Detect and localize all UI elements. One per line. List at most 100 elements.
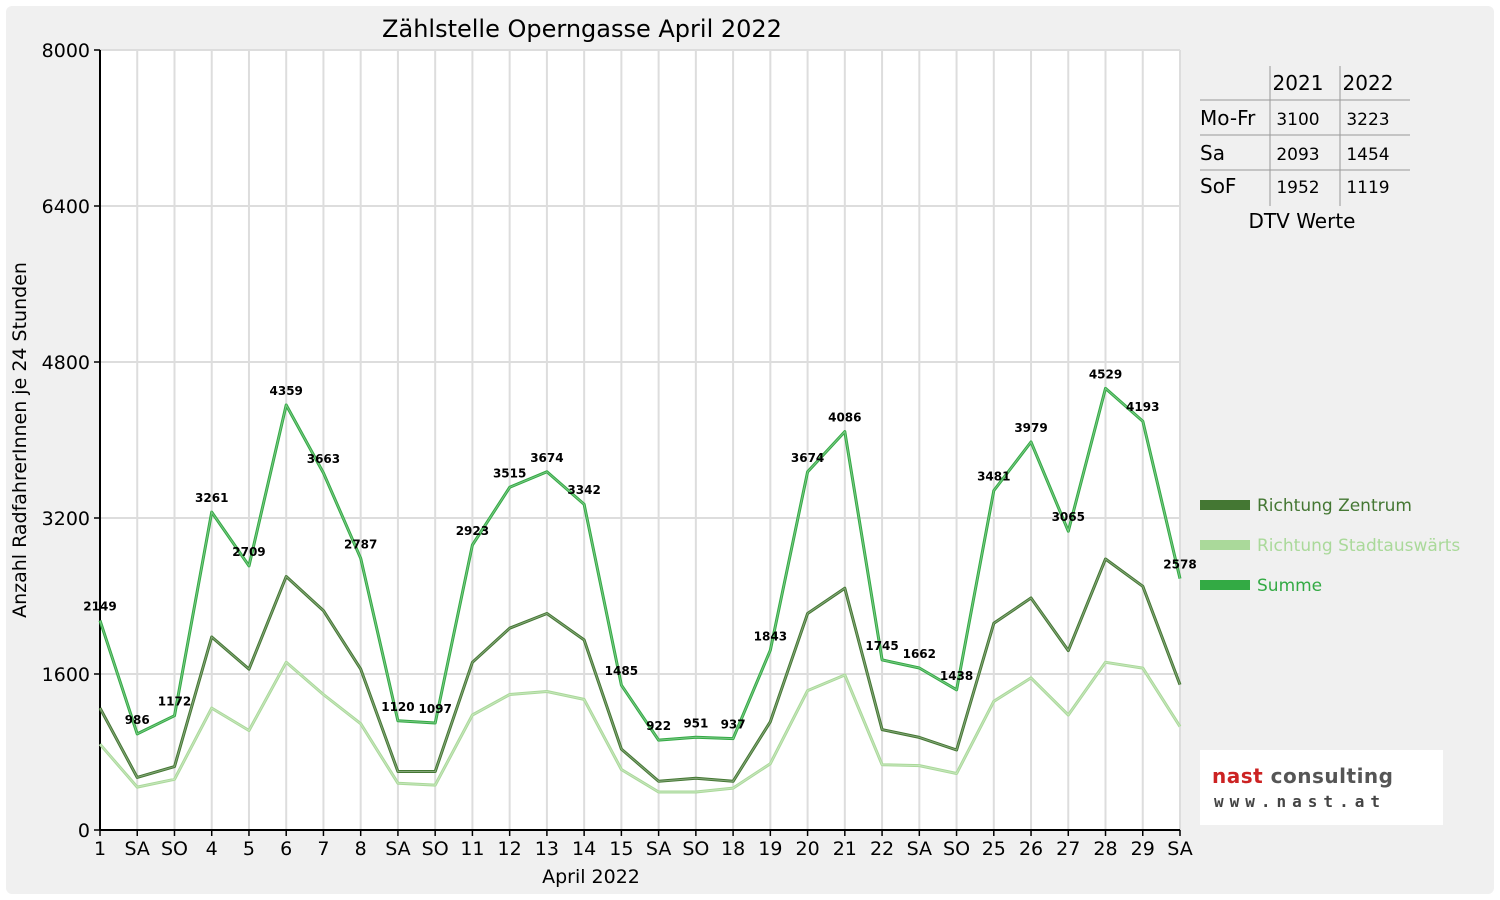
- logo-name-part2: consulting: [1270, 764, 1394, 788]
- legend-label-stadtauswaerts: Richtung Stadtauswärts: [1257, 536, 1460, 556]
- x-tick-label: 28: [1093, 838, 1117, 860]
- dtv-cell: 2093: [1276, 145, 1319, 165]
- data-label-summe: 1745: [865, 639, 898, 653]
- data-label-summe: 4359: [270, 384, 303, 398]
- x-tick-label: SO: [161, 838, 188, 860]
- series-line-zentrum: [98, 557, 1182, 783]
- x-tick-label: 20: [795, 838, 819, 860]
- dtv-header-2022: 2022: [1343, 71, 1394, 95]
- legend-label-zentrum: Richtung Zentrum: [1257, 496, 1412, 516]
- y-tick-labels: 0 1600 3200 4800 6400 8000: [42, 40, 100, 842]
- chart-title: Zählstelle Operngasse April 2022: [382, 15, 782, 43]
- y-tick-label: 4800: [42, 352, 90, 374]
- dtv-header-2021: 2021: [1273, 71, 1324, 95]
- data-label-summe: 1172: [158, 695, 191, 709]
- data-label-summe: 3065: [1052, 510, 1085, 524]
- x-tick-label: SA: [385, 838, 410, 860]
- data-label-summe: 3515: [493, 466, 526, 480]
- dtv-row-label: Mo-Fr: [1200, 106, 1256, 130]
- data-label-summe: 3674: [791, 451, 824, 465]
- data-label-summe: 1438: [940, 669, 973, 683]
- logo-name: nast consulting: [1212, 764, 1393, 788]
- data-label-summe: 2709: [232, 545, 265, 559]
- legend-swatch-zentrum: [1200, 500, 1250, 510]
- data-label-summe: 4086: [828, 411, 861, 425]
- y-tick-label: 6400: [42, 196, 90, 218]
- dtv-row-label: SoF: [1200, 174, 1236, 198]
- legend-label-summe: Summe: [1257, 576, 1322, 596]
- data-label-summe: 3663: [307, 452, 340, 466]
- data-label-summe: 1097: [418, 702, 451, 716]
- dtv-cell: 3100: [1276, 110, 1319, 130]
- data-label-summe: 3481: [977, 470, 1010, 484]
- data-labels: 2149 986 1172 3261 2709 4359 3663 2787 1120 1097 2…: [83, 367, 1196, 733]
- x-tick-label: SO: [682, 838, 709, 860]
- data-label-summe: 2149: [83, 599, 116, 613]
- x-tick-label: 29: [1131, 838, 1155, 860]
- x-tick-label: 7: [317, 838, 329, 860]
- data-label-summe: 937: [721, 718, 746, 732]
- y-axis-label: Anzahl RadfahrerInnen je 24 Stunden: [9, 262, 31, 618]
- data-label-summe: 4529: [1089, 367, 1122, 381]
- data-label-summe: 1662: [903, 647, 936, 661]
- grid: [100, 49, 1181, 830]
- y-tick-label: 0: [78, 820, 90, 842]
- x-tick-label: 25: [982, 838, 1006, 860]
- data-label-summe: 922: [646, 719, 671, 733]
- y-tick-label: 1600: [42, 664, 90, 686]
- x-tick-label: 12: [498, 838, 522, 860]
- x-tick-label: SA: [907, 838, 932, 860]
- data-label-summe: 2787: [344, 537, 377, 551]
- data-label-summe: 3674: [530, 451, 563, 465]
- data-label-summe: 3979: [1014, 421, 1047, 435]
- series-line-summe-highlight: [99, 387, 1181, 741]
- data-label-summe: 1843: [754, 629, 787, 643]
- nast-consulting-logo: nast consulting www.nast.at: [1200, 750, 1443, 825]
- x-tick-labels: 1 SA SO 4 5 6 7 8 SA SO 11 12 13 14 15 SA SO 18 19 20 21 22 SA…: [94, 830, 1193, 860]
- series-line-stadtauswaerts: [98, 660, 1182, 794]
- logo-name-part1: nast: [1212, 764, 1264, 788]
- x-tick-label: 11: [460, 838, 484, 860]
- y-tick-label: 3200: [42, 508, 90, 530]
- dtv-row-label: Sa: [1200, 141, 1225, 165]
- data-label-summe: 986: [125, 713, 150, 727]
- dtv-cell: 1952: [1276, 178, 1319, 198]
- series-line-zentrum-highlight: [99, 558, 1181, 782]
- data-label-summe: 3342: [567, 483, 600, 497]
- series-line-stadtauswaerts-highlight: [99, 661, 1181, 793]
- x-tick-label: 8: [355, 838, 367, 860]
- x-tick-label: 21: [833, 838, 857, 860]
- data-label-summe: 2923: [456, 524, 489, 538]
- logo-url: www.nast.at: [1214, 792, 1386, 811]
- legend-swatch-stadtauswaerts: [1200, 540, 1250, 550]
- x-tick-label: 27: [1056, 838, 1080, 860]
- dtv-cell: 1119: [1346, 178, 1389, 198]
- x-axis-label: April 2022: [542, 866, 640, 888]
- x-tick-label: 18: [721, 838, 745, 860]
- dtv-cell: 3223: [1346, 110, 1389, 130]
- data-label-summe: 1120: [381, 700, 414, 714]
- x-tick-label: 26: [1019, 838, 1043, 860]
- dtv-cell: 1454: [1346, 145, 1389, 165]
- axes: [99, 50, 1180, 831]
- data-label-summe: 3261: [195, 491, 228, 505]
- x-tick-label: SA: [1167, 838, 1192, 860]
- x-tick-label: SA: [125, 838, 150, 860]
- dtv-table: 2021 2022 Mo-Fr 3100 3223 Sa 2093 1454 S…: [1200, 66, 1410, 233]
- data-label-summe: 1485: [605, 664, 638, 678]
- x-tick-label: 6: [280, 838, 292, 860]
- x-tick-label: SO: [943, 838, 970, 860]
- data-label-summe: 951: [683, 716, 708, 730]
- dtv-caption: DTV Werte: [1249, 209, 1356, 233]
- data-label-summe: 4193: [1126, 400, 1159, 414]
- x-tick-label: 1: [94, 838, 106, 860]
- x-tick-label: SO: [422, 838, 449, 860]
- x-tick-label: 19: [758, 838, 782, 860]
- series-line-summe: [98, 386, 1182, 742]
- x-tick-label: 22: [870, 838, 894, 860]
- x-tick-label: 14: [572, 838, 596, 860]
- series-lines: [98, 386, 1182, 794]
- data-label-summe: 2578: [1163, 558, 1196, 572]
- x-tick-label: 13: [535, 838, 559, 860]
